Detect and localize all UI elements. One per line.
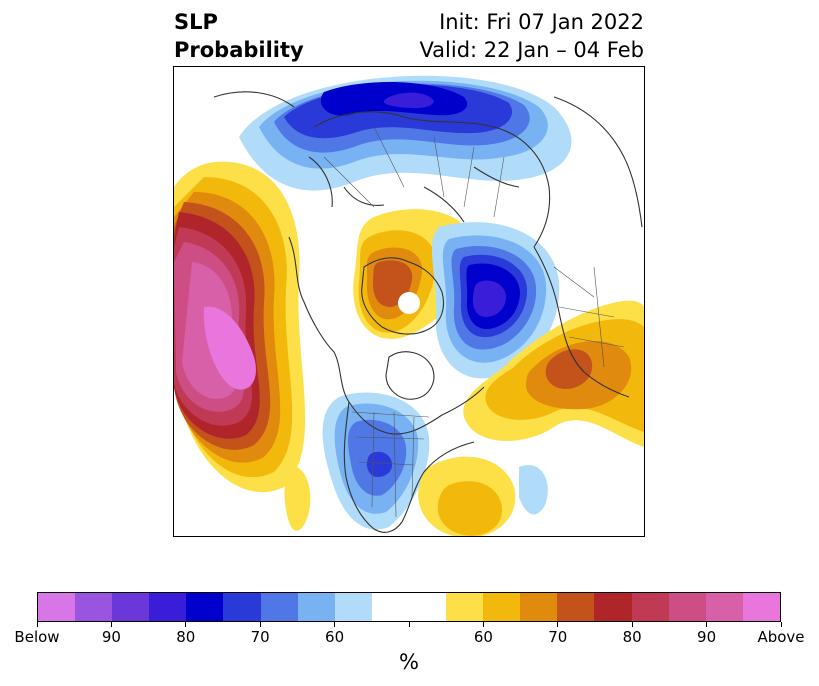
coastlines bbox=[213, 91, 643, 533]
colorbar-tick bbox=[631, 622, 633, 627]
colorbar-segment bbox=[408, 593, 447, 621]
colorbar-tick-label: 90 bbox=[101, 628, 121, 646]
valid-period: Valid: 22 Jan – 04 Feb bbox=[419, 38, 644, 62]
polar-map bbox=[173, 66, 645, 537]
map-title: SLP Probability bbox=[174, 8, 304, 64]
us-low-anomaly bbox=[322, 392, 430, 530]
colorbar-segment bbox=[223, 593, 261, 621]
colorbar-segment bbox=[631, 593, 669, 621]
colorbar-tick bbox=[482, 622, 484, 627]
colorbar-segment bbox=[668, 593, 706, 621]
colorbar-tick-label: 80 bbox=[622, 628, 642, 646]
title-line-1: SLP bbox=[174, 10, 218, 34]
colorbar-tick-label: 60 bbox=[325, 628, 345, 646]
colorbar-segment bbox=[483, 593, 521, 621]
colorbar-segment bbox=[742, 593, 780, 621]
pacific-high-anomaly bbox=[174, 161, 306, 493]
title-line-2: Probability bbox=[174, 38, 304, 62]
colorbar-tick bbox=[706, 622, 708, 627]
probability-map-svg bbox=[174, 75, 644, 536]
colorbar-segment bbox=[38, 593, 76, 621]
colorbar-tick bbox=[780, 622, 782, 627]
atlantic-high-anomaly bbox=[463, 300, 644, 447]
colorbar-tick bbox=[36, 622, 38, 627]
colorbar-tick bbox=[334, 622, 336, 627]
colorbar-tick-label: 80 bbox=[176, 628, 196, 646]
colorbar-segment bbox=[112, 593, 150, 621]
probability-colorbar bbox=[37, 592, 781, 622]
colorbar-tick-label: 90 bbox=[697, 628, 717, 646]
colorbar-segment bbox=[594, 593, 632, 621]
colorbar-tick bbox=[557, 622, 559, 627]
colorbar-tick-label: 60 bbox=[473, 628, 493, 646]
siberia-low-anomaly bbox=[239, 75, 572, 191]
colorbar-segment bbox=[705, 593, 743, 621]
southeast-us-high-anomaly bbox=[284, 456, 548, 536]
init-date: Init: Fri 07 Jan 2022 bbox=[439, 10, 644, 34]
pole-mask bbox=[398, 292, 420, 314]
europe-low-anomaly bbox=[431, 222, 560, 379]
colorbar-segment bbox=[149, 593, 187, 621]
forecast-dates: Init: Fri 07 Jan 2022 Valid: 22 Jan – 04… bbox=[419, 8, 644, 64]
colorbar-tick-label: 70 bbox=[250, 628, 270, 646]
colorbar-segment bbox=[260, 593, 298, 621]
colorbar-segment bbox=[446, 593, 484, 621]
colorbar-tick-label: Above bbox=[757, 628, 805, 646]
colorbar-segment bbox=[186, 593, 224, 621]
colorbar-tick bbox=[408, 622, 410, 627]
country-borders bbox=[323, 126, 625, 518]
colorbar-segment bbox=[334, 593, 372, 621]
colorbar-tick bbox=[110, 622, 112, 627]
colorbar-segment bbox=[371, 593, 409, 621]
colorbar-tick bbox=[185, 622, 187, 627]
colorbar-tick-label: Below bbox=[14, 628, 60, 646]
colorbar-segment bbox=[297, 593, 335, 621]
colorbar-tick-label: 70 bbox=[548, 628, 568, 646]
colorbar-segment bbox=[75, 593, 113, 621]
colorbar-segment bbox=[520, 593, 558, 621]
colorbar-segment bbox=[557, 593, 595, 621]
colorbar-unit: % bbox=[399, 650, 419, 674]
colorbar-tick bbox=[259, 622, 261, 627]
